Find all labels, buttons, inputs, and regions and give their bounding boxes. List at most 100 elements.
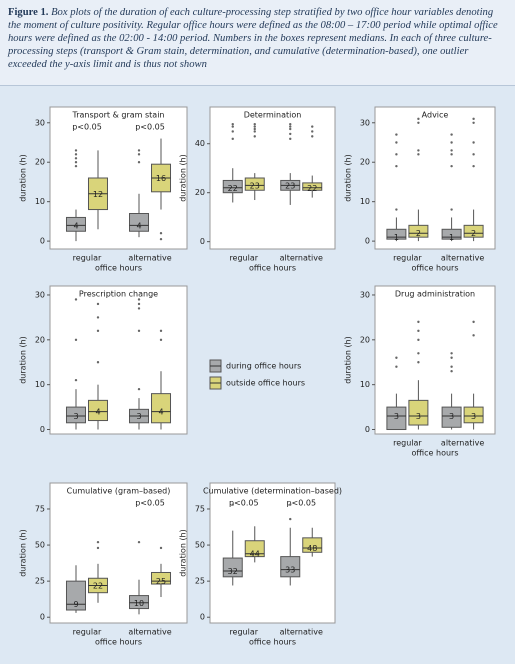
y-tick-label: 30 [35,290,45,299]
outlier [159,338,163,342]
x-tick-label: regular [393,254,422,263]
box [280,556,301,578]
y-tick-label: 30 [360,118,370,127]
median-label: 22 [93,581,103,590]
outlier [74,338,78,342]
outlier [395,365,398,368]
outlier [395,164,398,168]
outlier [450,365,453,368]
y-axis-label: duration (h) [179,154,188,202]
outlier [395,153,398,156]
outlier [253,125,256,128]
y-axis-label: duration (h) [344,336,353,384]
outlier [74,298,78,301]
x-axis-label: office hours [412,264,459,273]
box [408,224,429,238]
box [151,571,172,585]
outlier [231,130,234,133]
caption-text: Box plots of the duration of each cultur… [8,7,498,70]
outlier [159,232,163,235]
outlier [289,122,292,126]
box [222,179,243,194]
outlier [311,135,314,138]
outlier [74,149,78,152]
box [129,595,150,610]
median-label: 3 [136,412,141,421]
p-value: p<0.05 [286,499,316,508]
outlier [137,540,141,544]
box [441,228,462,240]
median-label: 23 [250,181,260,190]
outlier [231,503,234,506]
chart-title: Advice [422,111,449,120]
outlier [253,127,256,131]
outlier [450,149,453,152]
outlier [231,122,234,126]
median-label: 10 [134,599,144,608]
median-label: 4 [73,221,78,230]
y-tick-label: 75 [195,504,205,513]
median-label: 22 [307,184,317,193]
outlier [450,352,453,355]
y-tick-label: 25 [35,577,45,586]
outlier [417,117,420,121]
y-tick-label: 0 [40,425,45,434]
legend-label: outside office hours [226,379,305,388]
p-value: p<0.05 [229,499,259,508]
y-tick-label: 0 [200,237,205,246]
box [244,177,265,191]
p-value: p<0.05 [135,123,165,132]
outlier [450,356,453,359]
y-axis-label: duration (h) [19,154,28,202]
outlier [472,117,475,121]
outlier [137,153,141,156]
y-tick-label: 10 [35,380,45,389]
outlier [450,164,453,168]
x-tick-label: regular [73,254,102,263]
x-tick-label: alternative [128,628,171,637]
outlier [417,121,420,124]
outlier [311,130,314,133]
outlier [417,149,420,152]
outlier [96,361,100,364]
outlier [289,127,292,131]
box [222,557,243,578]
outlier [159,237,163,241]
legend-label: during office hours [226,362,301,371]
y-tick-label: 20 [35,158,45,167]
x-tick-label: regular [73,628,102,637]
outlier [231,125,234,128]
outlier [137,387,141,391]
chart-title: Cumulative (gram–based) [67,487,171,496]
chart-title: Cumulative (determination–based) [203,487,342,496]
x-tick-label: regular [229,254,258,263]
y-tick-label: 40 [195,139,205,148]
outlier [472,141,475,144]
outlier [472,334,475,337]
outlier [96,302,100,306]
x-axis-label: office hours [95,638,142,647]
median-label: 33 [285,566,295,575]
outlier [472,320,475,324]
y-tick-label: 30 [360,290,370,299]
median-label: 48 [307,544,317,553]
outlier [96,540,100,544]
median-label: 4 [158,408,163,417]
outlier [159,546,163,550]
y-tick-label: 50 [195,541,205,550]
y-axis-label: duration (h) [344,154,353,202]
caption: Figure 1. Box plots of the duration of e… [0,0,515,86]
outlier [253,135,256,138]
box [87,399,108,422]
x-tick-label: alternative [441,254,484,263]
outlier [472,164,475,168]
y-tick-label: 10 [360,197,370,206]
y-tick-label: 10 [35,197,45,206]
median-label: 22 [228,184,238,193]
box [302,182,323,191]
x-tick-label: regular [393,439,422,448]
outlier [137,307,141,310]
outlier [311,125,314,128]
median-label: 4 [136,221,141,230]
